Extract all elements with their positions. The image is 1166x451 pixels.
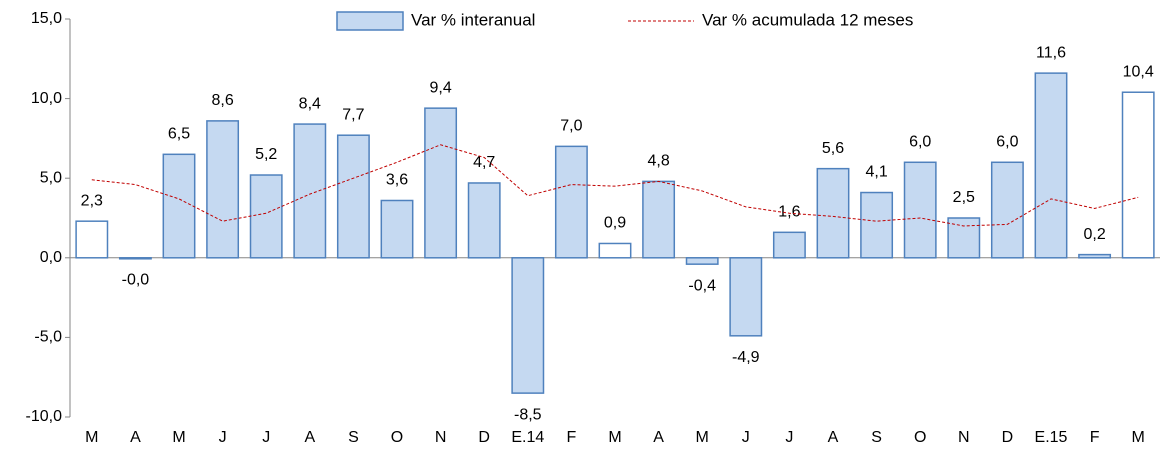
data-label: 0,2 <box>1083 226 1105 243</box>
data-label: 6,0 <box>909 133 931 150</box>
bar <box>206 120 240 259</box>
x-tick-label: D <box>1002 429 1014 446</box>
data-label: 4,8 <box>647 153 669 170</box>
x-tick-label: F <box>567 429 577 446</box>
bar <box>729 257 763 337</box>
bar <box>249 174 283 259</box>
x-tick-label: E.14 <box>511 429 544 446</box>
x-tick-label: O <box>914 429 926 446</box>
data-label: -0,0 <box>122 272 150 289</box>
bar <box>293 123 327 259</box>
bar <box>903 161 937 259</box>
data-label: 10,4 <box>1123 63 1154 80</box>
bar <box>75 220 109 259</box>
data-label: 4,7 <box>473 154 495 171</box>
data-label: 0,9 <box>604 215 626 232</box>
x-tick-label: S <box>871 429 882 446</box>
bar <box>816 167 850 259</box>
bar <box>467 182 501 259</box>
bar <box>685 257 719 265</box>
data-label: 11,6 <box>1036 44 1066 61</box>
data-label: 2,5 <box>953 189 975 206</box>
bar <box>554 145 588 259</box>
data-label: 7,0 <box>560 118 582 135</box>
bar <box>336 134 370 259</box>
data-label: 8,6 <box>211 92 233 109</box>
y-tick-label: 5,0 <box>40 169 62 186</box>
x-tick-label: M <box>1132 429 1145 446</box>
x-tick-label: A <box>130 429 141 446</box>
x-tick-label: A <box>304 429 315 446</box>
legend-label: Var % interanual <box>411 10 535 29</box>
data-label: -4,9 <box>732 349 760 366</box>
data-label: 5,2 <box>255 146 277 163</box>
bar <box>772 231 806 259</box>
x-tick-label: J <box>785 429 793 446</box>
bar <box>424 107 458 259</box>
x-tick-label: M <box>608 429 621 446</box>
bar <box>118 257 152 260</box>
x-tick-label: N <box>435 429 447 446</box>
data-label: 1,6 <box>778 204 800 221</box>
y-tick-label: -5,0 <box>34 329 62 346</box>
x-tick-label: N <box>958 429 970 446</box>
x-tick-label: M <box>85 429 98 446</box>
x-tick-label: J <box>219 429 227 446</box>
line <box>91 144 1139 227</box>
x-tick-label: O <box>391 429 403 446</box>
data-label: 3,6 <box>386 172 408 189</box>
data-label: 8,4 <box>299 95 321 112</box>
x-tick-label: A <box>828 429 839 446</box>
data-label: 6,5 <box>168 126 190 143</box>
bar <box>598 242 632 259</box>
bar <box>1078 253 1112 259</box>
bar <box>162 153 196 259</box>
x-tick-label: E.15 <box>1035 429 1068 446</box>
bar <box>947 217 981 259</box>
data-label: 2,3 <box>81 192 103 209</box>
data-label: -0,4 <box>688 277 716 294</box>
bar <box>860 191 894 259</box>
x-tick-label: D <box>478 429 490 446</box>
data-label: 9,4 <box>429 79 451 96</box>
y-tick-label: 15,0 <box>31 10 62 27</box>
bar <box>380 199 414 259</box>
data-label: 4,1 <box>865 164 887 181</box>
bar <box>511 257 545 394</box>
x-tick-label: F <box>1090 429 1100 446</box>
x-tick-label: S <box>348 429 359 446</box>
bar <box>1034 72 1068 259</box>
x-tick-label: A <box>653 429 664 446</box>
bar <box>990 161 1024 259</box>
y-tick-label: 10,0 <box>31 90 62 107</box>
legend-label: Var % acumulada 12 meses <box>702 10 913 29</box>
x-tick-label: J <box>742 429 750 446</box>
data-label: -8,5 <box>514 406 542 423</box>
legend-swatch <box>336 11 404 31</box>
x-tick-label: M <box>172 429 185 446</box>
y-tick-label: -10,0 <box>26 408 63 425</box>
bar <box>642 180 676 259</box>
data-label: 5,6 <box>822 140 844 157</box>
y-tick-label: 0,0 <box>40 249 62 266</box>
x-tick-label: J <box>262 429 270 446</box>
data-label: 6,0 <box>996 133 1018 150</box>
data-label: 7,7 <box>342 106 364 123</box>
bar <box>1121 91 1155 259</box>
x-tick-label: M <box>696 429 709 446</box>
